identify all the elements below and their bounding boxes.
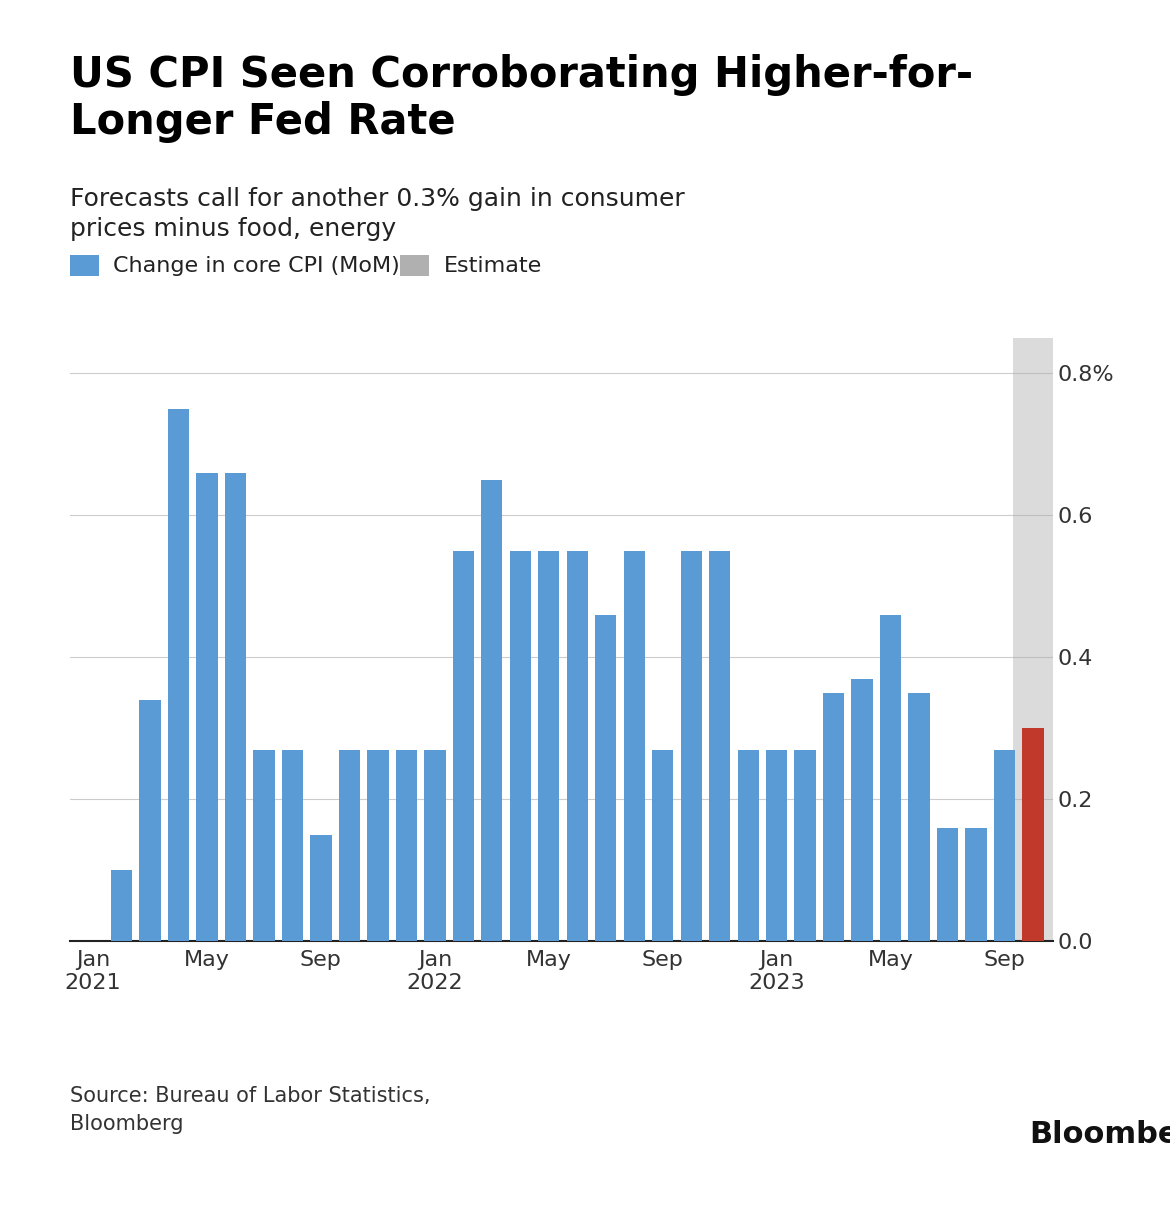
Bar	[993, 750, 1016, 941]
Bar	[111, 870, 132, 941]
Bar	[481, 480, 502, 941]
Bar	[852, 678, 873, 941]
Bar	[794, 750, 815, 941]
Bar	[908, 693, 930, 941]
Bar	[167, 409, 190, 941]
Bar	[453, 550, 474, 941]
Text: Source: Bureau of Labor Statistics,
Bloomberg: Source: Bureau of Labor Statistics, Bloo…	[70, 1086, 431, 1135]
Text: Forecasts call for another 0.3% gain in consumer
prices minus food, energy: Forecasts call for another 0.3% gain in …	[70, 187, 684, 240]
Bar	[338, 750, 360, 941]
Bar	[82, 941, 104, 949]
Bar	[139, 700, 160, 941]
Bar	[425, 750, 446, 941]
Bar	[652, 750, 674, 941]
Bar	[510, 550, 531, 941]
Bar	[225, 473, 246, 941]
Text: Bloomberg: Bloomberg	[1030, 1120, 1170, 1149]
Bar	[395, 750, 417, 941]
Bar	[197, 473, 218, 941]
Bar	[766, 750, 787, 941]
Bar	[880, 614, 901, 941]
Bar	[709, 550, 730, 941]
Bar	[596, 614, 617, 941]
Text: US CPI Seen Corroborating Higher-for-
Longer Fed Rate: US CPI Seen Corroborating Higher-for- Lo…	[70, 54, 973, 144]
Bar	[937, 828, 958, 941]
Bar	[282, 750, 303, 941]
Bar	[566, 550, 589, 941]
Bar	[624, 550, 645, 941]
Bar	[310, 835, 331, 941]
Bar	[737, 750, 759, 941]
Bar	[367, 750, 388, 941]
Bar	[538, 550, 559, 941]
Bar	[1023, 729, 1044, 941]
Bar	[253, 750, 275, 941]
Text: Change in core CPI (MoM): Change in core CPI (MoM)	[113, 256, 400, 275]
Bar	[681, 550, 702, 941]
Bar	[1013, 338, 1053, 941]
Bar	[823, 693, 845, 941]
Text: Estimate: Estimate	[443, 256, 542, 275]
Bar	[965, 828, 986, 941]
